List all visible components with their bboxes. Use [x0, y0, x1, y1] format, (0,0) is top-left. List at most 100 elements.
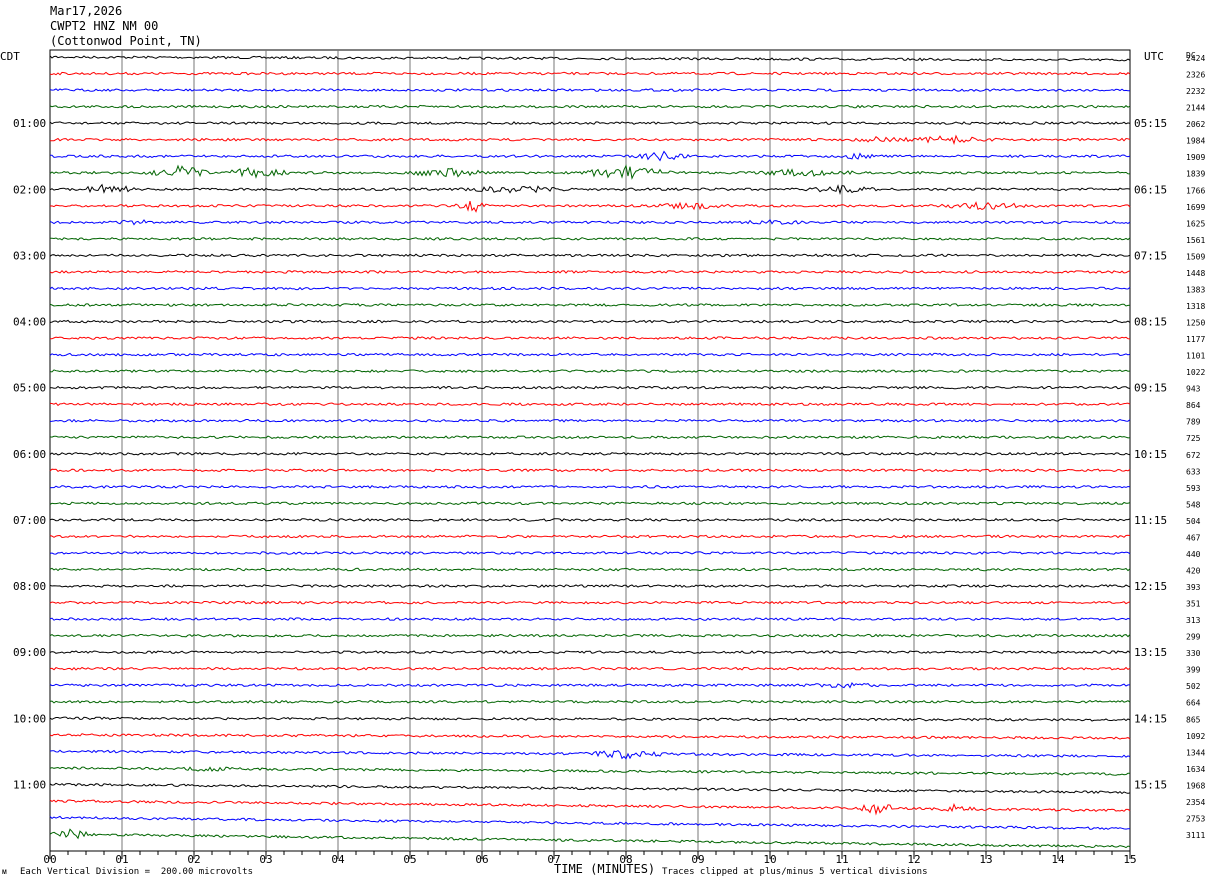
cdt-hour-label: 10:00 — [13, 712, 46, 725]
trace-line — [49, 584, 1131, 588]
trace-line — [49, 749, 1131, 760]
dc-offset-label: 1344 — [1186, 748, 1205, 757]
trace-line — [49, 815, 1131, 831]
trace-line — [49, 468, 1131, 473]
clip-note: Traces clipped at plus/minus 5 vertical … — [662, 867, 928, 877]
dc-offset-label: 1250 — [1186, 319, 1205, 328]
dc-offset-label: 420 — [1186, 566, 1201, 575]
trace-line — [49, 716, 1131, 722]
x-tick-label: 09 — [691, 853, 704, 866]
trace-line — [49, 799, 1131, 816]
trace-line — [49, 682, 1130, 689]
trace-line — [49, 352, 1131, 357]
dc-offset-label: 504 — [1186, 517, 1201, 526]
dc-offset-label: 1625 — [1186, 219, 1205, 228]
dc-offset-label: 330 — [1186, 649, 1201, 658]
trace-line — [49, 551, 1131, 555]
x-tick-label: 07 — [547, 853, 560, 866]
trace-line — [49, 766, 1130, 776]
trace-line — [49, 435, 1131, 440]
dc-offset-label: 2232 — [1186, 87, 1205, 96]
utc-hour-label: 09:15 — [1134, 382, 1167, 395]
dc-offset-label: 593 — [1186, 484, 1201, 493]
trace-line — [49, 55, 1131, 62]
cdt-hour-label: 08:00 — [13, 580, 46, 593]
trace-line — [49, 200, 1131, 213]
utc-hour-label: 10:15 — [1134, 448, 1167, 461]
x-tick-label: 13 — [979, 853, 992, 866]
utc-hour-label: 13:15 — [1134, 646, 1167, 659]
dc-offset-label: 1766 — [1186, 186, 1205, 195]
cdt-hour-label: 11:00 — [13, 778, 46, 791]
trace-line — [49, 733, 1131, 740]
utc-hour-label: 12:15 — [1134, 580, 1167, 593]
dc-offset-label: 467 — [1186, 533, 1201, 542]
trace-line — [49, 121, 1131, 125]
trace-line — [49, 286, 1131, 291]
trace-line — [49, 319, 1131, 324]
dc-offset-label: 393 — [1186, 583, 1201, 592]
trace-line — [49, 336, 1131, 340]
trace-line — [49, 183, 1131, 196]
trace-line — [50, 150, 1131, 162]
trace-line — [49, 666, 1131, 671]
trace-line — [49, 600, 1131, 605]
dc-offset-label: 864 — [1186, 401, 1201, 410]
x-axis-title: TIME (MINUTES) — [554, 862, 656, 876]
dc-offset-label: 399 — [1186, 666, 1201, 675]
header-station: CWPT2 HNZ NM 00 — [50, 19, 159, 33]
dc-offset-label: 672 — [1186, 451, 1201, 460]
utc-hour-label: 11:15 — [1134, 514, 1167, 527]
cdt-hour-label: 01:00 — [13, 117, 46, 130]
x-tick-label: 12 — [907, 853, 920, 866]
trace-line — [49, 650, 1131, 655]
x-tick-label: 06 — [475, 853, 488, 866]
dc-offset-label: 1022 — [1186, 368, 1205, 377]
dc-offset-label: 351 — [1186, 600, 1201, 609]
trace-line — [49, 269, 1131, 274]
dc-offset-label: 943 — [1186, 385, 1201, 394]
dc-offset-label: 2144 — [1186, 104, 1205, 113]
dc-offset-label: 2424 — [1186, 54, 1205, 63]
utc-hour-label: 05:15 — [1134, 117, 1167, 130]
scale-note: Each Vertical Division = 200.00 microvol… — [20, 867, 253, 877]
cdt-hour-label: 09:00 — [13, 646, 46, 659]
x-tick-label: 03 — [259, 853, 272, 866]
dc-offset-label: 725 — [1186, 434, 1201, 443]
dc-offset-label: 2062 — [1186, 120, 1205, 129]
trace-line — [49, 134, 1131, 145]
dc-offset-label: 865 — [1186, 715, 1201, 724]
trace-line — [49, 451, 1131, 456]
cdt-hour-label: 06:00 — [13, 448, 46, 461]
trace-line — [49, 71, 1131, 76]
trace-line — [49, 236, 1131, 241]
corner-mark: ᴍ — [2, 867, 7, 876]
trace-line — [49, 699, 1131, 704]
cdt-hour-label: 05:00 — [13, 382, 46, 395]
dc-offset-label: 1561 — [1186, 236, 1205, 245]
utc-label: UTC — [1144, 50, 1164, 63]
dc-offset-label: 548 — [1186, 500, 1201, 509]
utc-hour-label: 06:15 — [1134, 183, 1167, 196]
dc-offset-label: 502 — [1186, 682, 1201, 691]
dc-offset-label: 633 — [1186, 467, 1201, 476]
dc-offset-label: 1509 — [1186, 252, 1205, 261]
cdt-hour-label: 07:00 — [13, 514, 46, 527]
x-tick-label: 01 — [115, 853, 128, 866]
utc-hour-label: 08:15 — [1134, 316, 1167, 329]
trace-line — [49, 534, 1131, 539]
cdt-label: CDT — [0, 50, 20, 63]
cdt-hour-label: 03:00 — [13, 249, 46, 262]
trace-line — [49, 633, 1131, 638]
dc-offset-label: 1383 — [1186, 285, 1205, 294]
x-tick-label: 11 — [835, 853, 848, 866]
dc-label: DC — [1186, 51, 1196, 60]
dc-offset-label: 2326 — [1186, 71, 1205, 80]
cdt-hour-label: 04:00 — [13, 316, 46, 329]
trace-line — [49, 828, 1131, 849]
x-tick-label: 15 — [1123, 853, 1136, 866]
dc-offset-label: 1634 — [1186, 765, 1205, 774]
dc-offset-label: 1448 — [1186, 269, 1205, 278]
dc-offset-label: 1092 — [1186, 732, 1205, 741]
